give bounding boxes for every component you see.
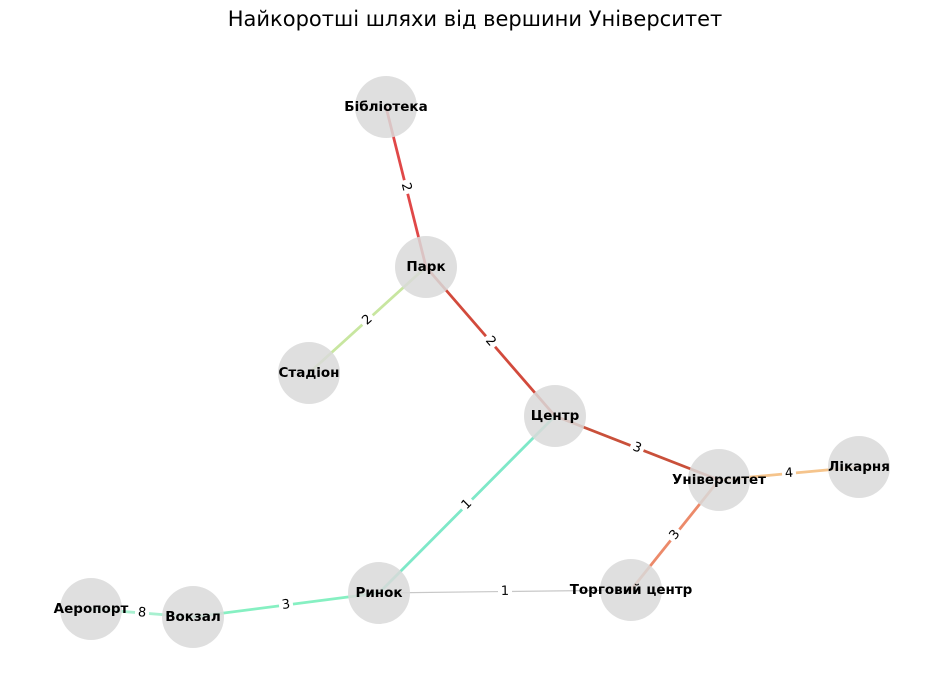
edge-label-background bbox=[456, 493, 478, 516]
node-label: Аеропорт bbox=[54, 601, 129, 617]
node-circle bbox=[348, 562, 410, 624]
node-circle bbox=[278, 342, 340, 404]
edge-label-background bbox=[134, 604, 150, 622]
node-label: Торговий центр bbox=[570, 582, 693, 598]
node-university: Університет bbox=[672, 449, 766, 511]
node-circle bbox=[828, 436, 890, 498]
node-park: Парк bbox=[395, 236, 457, 298]
node-circle bbox=[524, 385, 586, 447]
node-library: Бібліотека bbox=[344, 76, 428, 138]
node-label: Університет bbox=[672, 472, 766, 488]
edge-market-mall: 1 bbox=[378, 583, 632, 600]
node-label: Бібліотека bbox=[344, 99, 427, 115]
nodes-layer: Бібліотека Парк Стадіон Центр Університет Лік… bbox=[54, 76, 890, 648]
node-circle bbox=[355, 76, 417, 138]
node-market: Ринок bbox=[348, 562, 410, 624]
edge-label-background bbox=[278, 596, 294, 614]
node-circle bbox=[395, 236, 457, 298]
node-hospital: Лікарня bbox=[828, 436, 890, 498]
edge-market-station: 3 bbox=[192, 591, 380, 619]
edge-weight-label: 3 bbox=[281, 597, 291, 613]
edge-label-background bbox=[479, 330, 502, 353]
node-stadium: Стадіон bbox=[278, 342, 340, 404]
edge-weight-label: 4 bbox=[784, 466, 794, 482]
edge-label-background bbox=[627, 438, 647, 458]
node-mall: Торговий центр bbox=[570, 559, 693, 621]
edge-center-market: 1 bbox=[378, 415, 556, 594]
node-label: Центр bbox=[531, 408, 580, 424]
node-circle bbox=[600, 559, 662, 621]
node-center: Центр bbox=[524, 385, 586, 447]
node-label: Ринок bbox=[355, 585, 402, 601]
node-station: Вокзал bbox=[162, 586, 224, 648]
node-label: Стадіон bbox=[279, 365, 340, 381]
node-circle bbox=[688, 449, 750, 511]
edge-weight-label: 1 bbox=[501, 584, 509, 599]
node-label: Вокзал bbox=[165, 609, 221, 625]
node-label: Лікарня bbox=[828, 459, 890, 475]
node-airport: Аеропорт bbox=[54, 578, 129, 640]
diagram-title: Найкоротші шляхи від вершини Університет bbox=[228, 7, 723, 31]
node-label: Парк bbox=[406, 259, 445, 275]
edge-label-background bbox=[396, 178, 416, 196]
node-circle bbox=[60, 578, 122, 640]
edge-label-background bbox=[356, 309, 379, 331]
edge-weight-label: 2 bbox=[398, 181, 415, 193]
edge-park-center: 2 bbox=[424, 266, 557, 417]
edge-weight-label: 8 bbox=[137, 605, 146, 621]
edge-label-background bbox=[497, 583, 513, 600]
node-circle bbox=[162, 586, 224, 648]
edge-label-background bbox=[781, 464, 797, 483]
edge-label-background bbox=[664, 524, 686, 546]
